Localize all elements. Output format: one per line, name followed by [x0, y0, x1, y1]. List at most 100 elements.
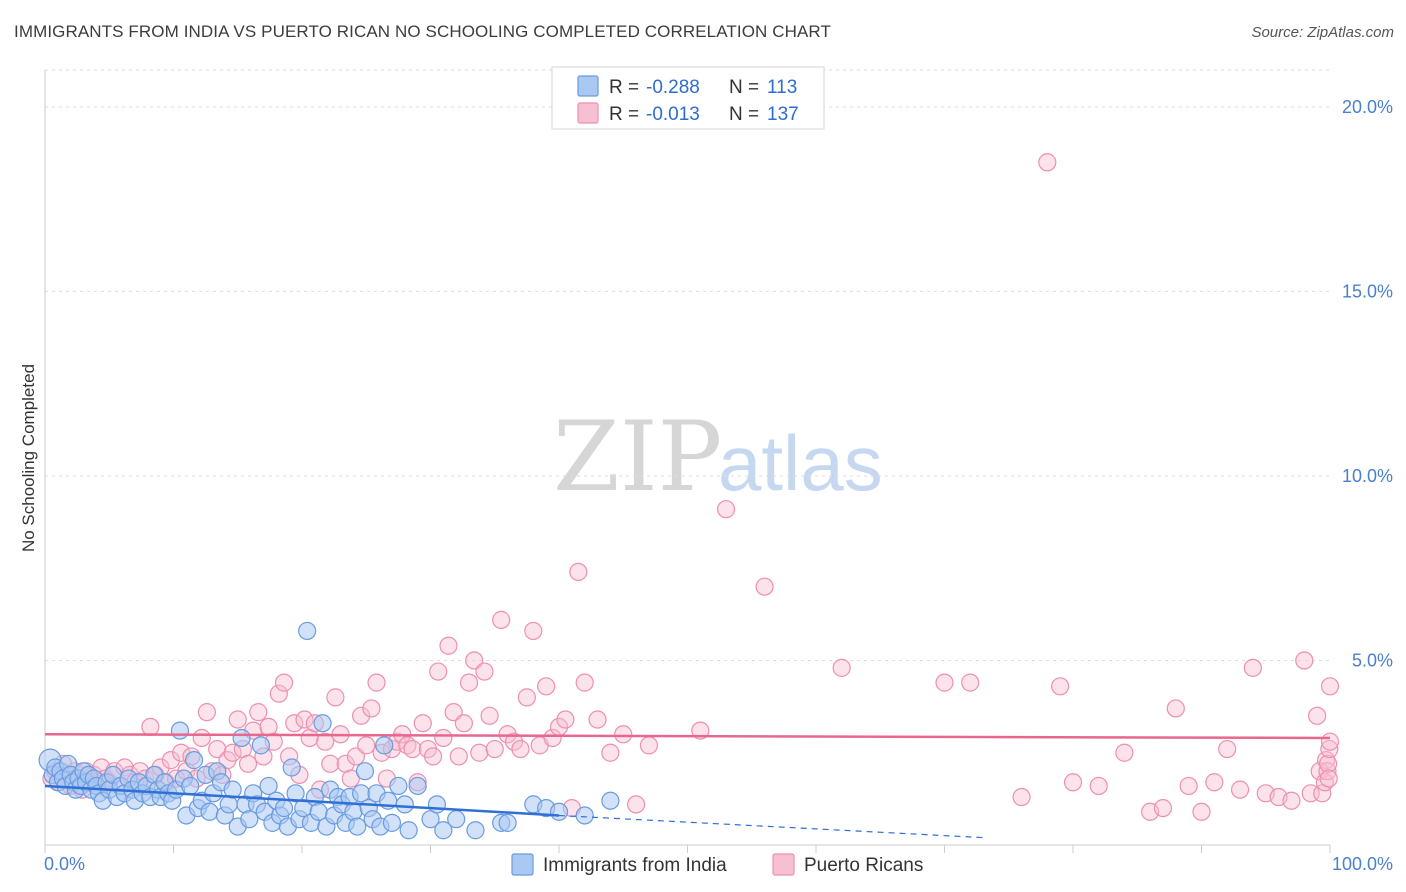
- x-tick-label-max: 100.0%: [1332, 854, 1393, 874]
- puerto-ricans-point: [316, 732, 335, 751]
- puerto-ricans-point: [197, 703, 217, 722]
- legend-swatch-puerto-ricans: [577, 102, 599, 124]
- puerto-ricans-point: [537, 677, 556, 696]
- puerto-ricans-point: [569, 562, 588, 582]
- puerto-ricans-point: [1051, 677, 1070, 696]
- puerto-ricans-point: [614, 725, 633, 744]
- puerto-ricans-point: [439, 636, 458, 655]
- watermark-zip: ZIP: [553, 401, 722, 513]
- india-point: [282, 758, 301, 777]
- india-point: [447, 810, 466, 829]
- india-point: [408, 776, 427, 796]
- puerto-ricans-point: [1295, 651, 1314, 670]
- india-point: [575, 806, 594, 825]
- puerto-ricans-point: [511, 739, 530, 759]
- puerto-ricans-point: [449, 747, 468, 766]
- puerto-ricans-point: [238, 754, 258, 773]
- puerto-ricans-point: [269, 684, 288, 703]
- grid-lines: 5.0% 10.0% 15.0% 20.0%: [45, 69, 1393, 670]
- india-point: [382, 813, 402, 832]
- puerto-ricans-point: [192, 728, 211, 748]
- bottom-legend-swatch-puerto-ricans: [772, 853, 795, 876]
- india-point: [498, 813, 517, 832]
- puerto-ricans-trend-line: [44, 733, 1331, 740]
- puerto-ricans-point: [1179, 776, 1198, 796]
- india-point: [251, 736, 270, 755]
- puerto-ricans-point: [249, 703, 268, 722]
- puerto-ricans-point: [1243, 658, 1263, 677]
- chart-source: Source: ZipAtlas.com: [1251, 24, 1394, 41]
- puerto-ricans-point: [1192, 802, 1211, 821]
- puerto-ricans-point: [1218, 739, 1237, 759]
- puerto-ricans-point: [141, 717, 160, 737]
- legend-r-value-india: -0.288: [646, 77, 700, 98]
- puerto-ricans-point: [341, 769, 360, 788]
- y-tick-label: 5.0%: [1352, 650, 1393, 670]
- india-trend-extension: [558, 814, 984, 839]
- puerto-ricans-point: [1089, 776, 1108, 796]
- india-point: [223, 780, 242, 799]
- puerto-ricans-point: [1205, 773, 1224, 792]
- puerto-ricans-point: [1318, 762, 1337, 781]
- y-tick-label: 15.0%: [1342, 281, 1393, 301]
- puerto-ricans-point: [223, 743, 242, 762]
- puerto-ricans-point: [1115, 743, 1134, 762]
- india-point: [170, 721, 190, 740]
- puerto-ricans-point: [1320, 732, 1340, 751]
- puerto-ricans-point: [492, 610, 511, 629]
- india-point: [549, 802, 569, 821]
- puerto-ricans-point: [346, 747, 366, 766]
- india-point: [395, 795, 414, 814]
- india-point: [259, 776, 278, 796]
- trend-lines: [44, 733, 1331, 839]
- puerto-ricans-point: [543, 728, 562, 748]
- india-point: [355, 762, 375, 781]
- puerto-ricans-point: [285, 714, 304, 733]
- india-points: [38, 621, 620, 840]
- puerto-ricans-point: [470, 743, 489, 762]
- puerto-ricans-point: [1230, 780, 1250, 799]
- bottom-legend: Immigrants from India Puerto Ricans: [511, 853, 923, 876]
- india-point: [232, 728, 251, 748]
- puerto-ricans-point: [1320, 739, 1339, 759]
- puerto-ricans-point: [454, 714, 474, 733]
- bottom-legend-label-puerto-ricans: Puerto Ricans: [804, 855, 923, 876]
- india-point: [601, 791, 620, 810]
- axes: 0.0% 100.0%: [44, 70, 1393, 874]
- puerto-ricans-point: [1308, 706, 1327, 725]
- india-point: [286, 784, 305, 803]
- puerto-ricans-point: [1038, 153, 1057, 172]
- puerto-ricans-point: [517, 688, 536, 707]
- puerto-ricans-point: [504, 732, 524, 751]
- india-point: [434, 821, 453, 840]
- puerto-ricans-point: [498, 725, 517, 744]
- puerto-ricans-point: [403, 739, 422, 759]
- puerto-ricans-point: [961, 673, 980, 692]
- india-point: [427, 795, 447, 814]
- legend-n-label-puerto-ricans: N =: [729, 104, 759, 125]
- puerto-ricans-point: [575, 673, 594, 692]
- puerto-ricans-point: [935, 673, 954, 692]
- y-tick-label: 10.0%: [1342, 466, 1393, 486]
- puerto-ricans-point: [362, 699, 381, 718]
- india-point: [298, 621, 317, 641]
- puerto-ricans-point: [1153, 798, 1173, 818]
- india-point: [399, 821, 418, 840]
- puerto-ricans-point: [413, 714, 432, 733]
- india-point: [375, 736, 394, 755]
- india-point: [181, 776, 200, 796]
- india-trend-line: [44, 784, 560, 817]
- puerto-ricans-point: [444, 703, 463, 722]
- bottom-legend-swatch-india: [511, 853, 534, 876]
- puerto-ricans-point: [716, 500, 736, 519]
- india-point: [274, 798, 294, 818]
- x-tick-label-min: 0.0%: [44, 854, 85, 874]
- puerto-ricans-point: [274, 673, 294, 692]
- puerto-ricans-point: [208, 739, 227, 759]
- top-legend: R = -0.288 N = 113 R = -0.013 N = 137: [551, 66, 825, 130]
- puerto-ricans-point: [367, 673, 386, 692]
- puerto-ricans-point: [626, 795, 646, 814]
- legend-n-label-india: N =: [729, 77, 759, 98]
- india-point: [466, 821, 485, 840]
